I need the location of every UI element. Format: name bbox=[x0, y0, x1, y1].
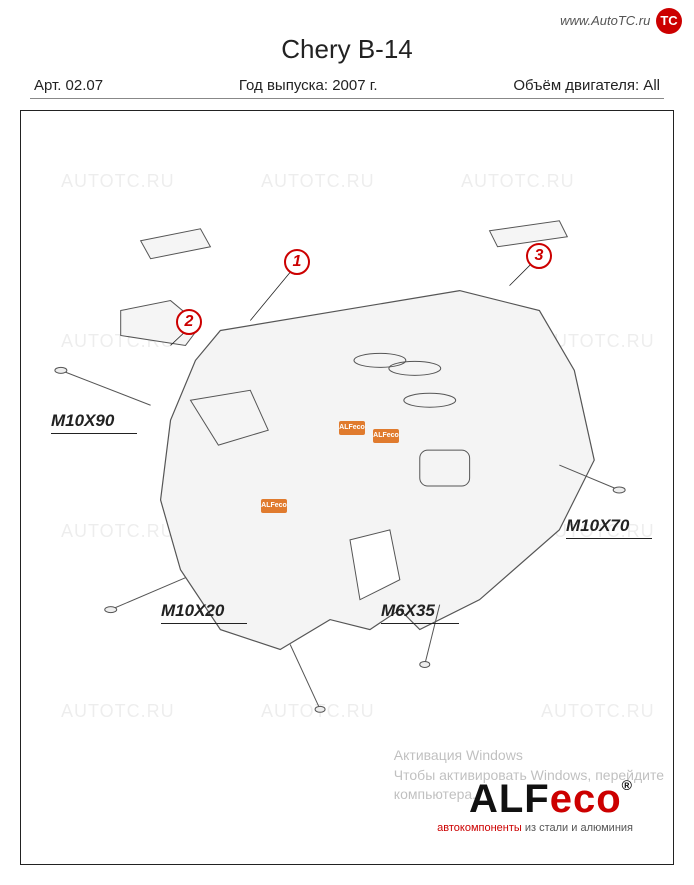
activation-line3: компьютера. bbox=[394, 785, 664, 805]
site-logo-badge: TC bbox=[656, 8, 682, 34]
plate-sticker: ALFeco bbox=[373, 429, 399, 443]
bolt-label-m6x35: M6X35 bbox=[381, 601, 435, 621]
bolt-label-m10x20: M10X20 bbox=[161, 601, 224, 621]
bolt bbox=[290, 645, 320, 710]
bolt-head bbox=[105, 607, 117, 613]
leader-line bbox=[510, 263, 533, 286]
tagline-rest: из стали и алюминия bbox=[522, 822, 633, 834]
plate-sticker: ALFeco bbox=[339, 421, 365, 435]
label-underline bbox=[381, 623, 459, 624]
label-underline bbox=[566, 538, 652, 539]
label-underline bbox=[161, 623, 247, 624]
bolt-label-m10x70: M10X70 bbox=[566, 516, 629, 536]
bracket bbox=[490, 221, 568, 247]
bracket bbox=[141, 229, 211, 259]
site-watermark-text: www.AutoTC.ru bbox=[560, 13, 650, 28]
tagline-highlight: автокомпоненты bbox=[437, 822, 522, 834]
label-underline bbox=[51, 433, 137, 434]
activation-line2: Чтобы активировать Windows, перейдите bbox=[394, 766, 664, 786]
callout-3: 3 bbox=[526, 243, 552, 269]
bolt-head bbox=[55, 367, 67, 373]
leader-line bbox=[250, 269, 293, 321]
title: Chery B-14 bbox=[30, 34, 664, 65]
site-watermark: www.AutoTC.ru TC bbox=[560, 8, 682, 34]
callout-2: 2 bbox=[176, 309, 202, 335]
bolt-head bbox=[315, 706, 325, 712]
article-number: Арт. 02.07 bbox=[34, 77, 103, 94]
year-label: Год выпуска: 2007 г. bbox=[239, 77, 378, 94]
engine-label: Объём двигателя: All bbox=[513, 77, 660, 94]
bolt-head bbox=[613, 487, 625, 493]
bolt-head bbox=[420, 661, 430, 667]
header: Chery B-14 Арт. 02.07 Год выпуска: 2007 … bbox=[30, 34, 664, 99]
meta-row: Арт. 02.07 Год выпуска: 2007 г. Объём дв… bbox=[30, 75, 664, 99]
bolt-label-m10x90: M10X90 bbox=[51, 411, 114, 431]
bolt bbox=[61, 370, 151, 405]
callout-1: 1 bbox=[284, 249, 310, 275]
brand-tagline: автокомпоненты из стали и алюминия bbox=[437, 822, 633, 834]
windows-activation-watermark: Активация Windows Чтобы активировать Win… bbox=[394, 746, 664, 805]
plate-sticker: ALFeco bbox=[261, 499, 287, 513]
skid-plate bbox=[161, 291, 595, 650]
activation-line1: Активация Windows bbox=[394, 746, 664, 766]
